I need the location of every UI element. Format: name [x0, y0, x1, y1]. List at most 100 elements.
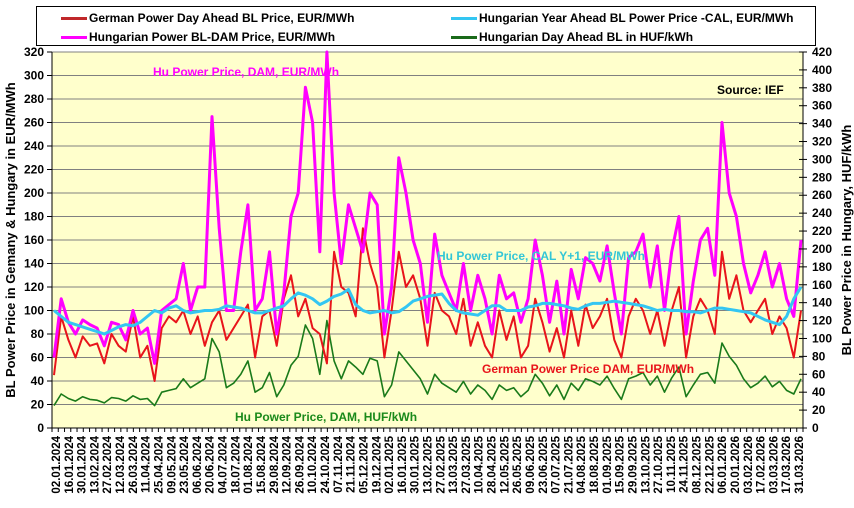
right-tick-label: 60 [812, 367, 826, 381]
right-tick-label: 340 [812, 117, 832, 131]
right-tick-label: 0 [812, 421, 819, 435]
x-tick-label: 09.05.2024 [166, 435, 178, 493]
right-y-axis-title: BL Power Price in Hungary, HUF/kWh [839, 125, 854, 356]
x-tick-label: 06.01.2026 [717, 436, 729, 494]
legend-swatch-german [61, 16, 87, 20]
x-tick-label: 03.03.2026 [768, 436, 780, 494]
annotation-hu-cal: Hu Power Price, CAL Y+1, EUR/MWh [437, 249, 645, 263]
x-tick-label: 26.05.2025 [512, 435, 524, 493]
right-tick-label: 320 [812, 135, 832, 149]
x-tick-label: 09.06.2025 [525, 435, 537, 493]
right-tick-label: 140 [812, 296, 832, 310]
legend-swatch-hu-dam [61, 35, 87, 39]
series-line-0 [53, 227, 802, 382]
legend-label: Hungarian Power BL-DAM Price, EUR/MWh [89, 30, 336, 44]
left-y-axis-title: BL Power Price in Gemany & Hungary in EU… [3, 82, 18, 397]
x-tick-label: 12.05.2025 [499, 435, 511, 493]
left-tick-label: 140 [24, 257, 44, 271]
x-tick-label: 01.09.2025 [602, 435, 614, 493]
x-tick-label: 10.10.2024 [307, 435, 319, 493]
x-tick-label: 02.01.2025 [384, 435, 396, 493]
right-tick-label: 420 [812, 45, 832, 59]
x-tick-label: 24.11.2025 [679, 435, 691, 493]
source-note: Source: IEF [717, 83, 784, 97]
gridlines [52, 51, 803, 405]
right-y-ticks: 0 20 40 60 80 100 120 140 160 180 200 220 240 260 280 3… [799, 45, 832, 435]
x-tick-label: 03.02.2026 [743, 436, 755, 494]
right-tick-label: 80 [812, 349, 826, 363]
right-tick-label: 280 [812, 170, 832, 184]
right-tick-label: 200 [812, 242, 832, 256]
x-ticks: 02.01.2024 16.01.2024 30.01.2024 13.02.2024… [51, 428, 806, 494]
left-tick-label: 0 [37, 421, 44, 435]
x-tick-label: 23.05.2024 [179, 435, 191, 493]
x-tick-label: 25.04.2024 [153, 435, 165, 493]
left-tick-label: 300 [24, 69, 44, 83]
left-tick-label: 20 [31, 398, 45, 412]
x-tick-label: 12.09.2024 [282, 435, 294, 493]
x-tick-label: 08.12.2025 [692, 435, 704, 493]
x-tick-label: 16.01.2025 [397, 435, 409, 493]
x-tick-label: 18.08.2025 [589, 435, 601, 493]
annotation-hu-dam-eur: Hu Power Price, DAM, EUR/MWh [153, 65, 339, 79]
series-line-1 [52, 50, 803, 365]
x-tick-label: 29.08.2024 [269, 435, 281, 493]
x-tick-label: 29.09.2025 [627, 435, 639, 493]
x-tick-label: 30.01.2025 [410, 435, 422, 493]
x-tick-label: 22.12.2025 [704, 435, 716, 493]
series-line-3 [53, 319, 802, 407]
x-tick-label: 13.02.2025 [423, 435, 435, 493]
right-tick-label: 360 [812, 99, 832, 113]
legend-item-german: German Power Day Ahead BL Price, EUR/MWh [61, 11, 354, 25]
left-tick-label: 200 [24, 186, 44, 200]
left-tick-label: 220 [24, 163, 44, 177]
x-tick-label: 12.03.2024 [115, 435, 127, 493]
x-tick-label: 27.10.2025 [653, 435, 665, 493]
x-tick-label: 15.08.2024 [256, 435, 268, 493]
left-tick-label: 320 [24, 45, 44, 59]
right-tick-label: 100 [812, 331, 832, 345]
x-tick-label: 30.01.2024 [77, 435, 89, 493]
left-tick-label: 260 [24, 116, 44, 130]
x-tick-label: 13.02.2024 [89, 435, 101, 493]
left-tick-label: 280 [24, 92, 44, 106]
x-tick-label: 07.07.2025 [551, 435, 563, 493]
left-tick-label: 100 [24, 304, 44, 318]
x-tick-label: 04.07.2024 [218, 435, 230, 493]
left-tick-label: 160 [24, 233, 44, 247]
legend-swatch-hu-huf [451, 35, 477, 39]
legend-label: Hungarian Day Ahead BL in HUF/kWh [479, 30, 694, 44]
right-tick-label: 400 [812, 63, 832, 77]
x-tick-label: 20.06.2024 [205, 435, 217, 493]
legend-item-hu-dam: Hungarian Power BL-DAM Price, EUR/MWh [61, 30, 335, 44]
x-tick-label: 20.01.2026 [730, 436, 742, 494]
x-tick-label: 05.12.2024 [358, 435, 370, 493]
right-tick-label: 240 [812, 206, 832, 220]
x-tick-label: 27.02.2025 [435, 435, 447, 493]
x-tick-label: 17.02.2026 [756, 436, 768, 494]
left-y-ticks: 0 20 40 60 80 100 120 140 160 180 200 220 240 260 280 3… [24, 45, 52, 435]
right-tick-label: 40 [812, 385, 826, 399]
right-tick-label: 380 [812, 81, 832, 95]
x-tick-label: 17.03.2026 [781, 436, 793, 494]
x-tick-label: 13.10.2025 [640, 435, 652, 493]
x-tick-label: 26.09.2024 [294, 435, 306, 493]
x-tick-label: 13.03.2025 [448, 435, 460, 493]
x-tick-label: 02.01.2024 [51, 435, 63, 493]
legend-label: Hungarian Year Ahead BL Power Price -CAL… [479, 11, 794, 25]
legend-swatch-hu-cal [451, 16, 477, 20]
x-tick-label: 07.11.2024 [333, 435, 345, 493]
x-tick-label: 01.08.2024 [243, 435, 255, 493]
x-tick-label: 10.11.2025 [666, 435, 678, 493]
right-tick-label: 160 [812, 278, 832, 292]
x-tick-label: 15.09.2025 [615, 435, 627, 493]
series-line-2 [53, 286, 803, 336]
legend-item-hu-cal: Hungarian Year Ahead BL Power Price -CAL… [451, 11, 794, 25]
left-tick-label: 60 [31, 351, 45, 365]
x-tick-label: 27.03.2025 [461, 435, 473, 493]
left-tick-label: 40 [31, 374, 45, 388]
x-tick-label: 23.06.2025 [538, 435, 550, 493]
left-tick-label: 120 [24, 280, 44, 294]
left-tick-label: 180 [24, 210, 44, 224]
legend: German Power Day Ahead BL Price, EUR/MWh… [36, 6, 816, 46]
